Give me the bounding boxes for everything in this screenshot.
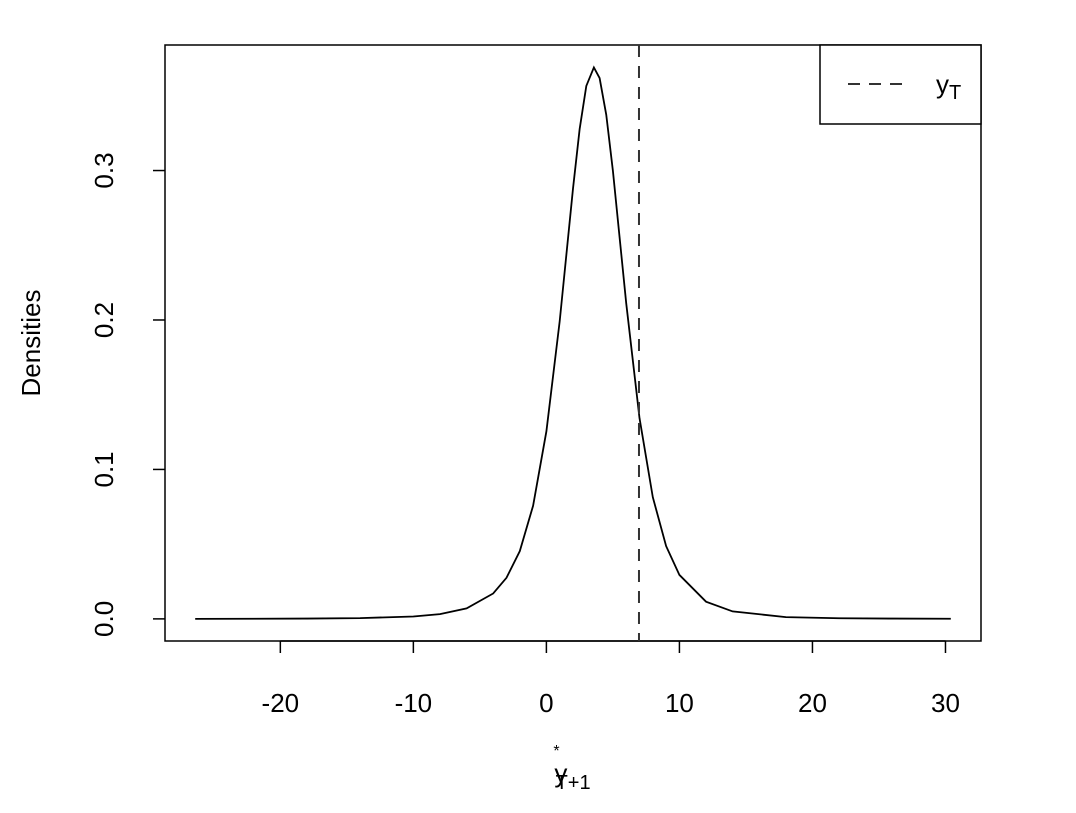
legend: yT bbox=[819, 44, 982, 125]
legend-label-base: y bbox=[936, 69, 949, 99]
x-tick-label: 20 bbox=[798, 688, 827, 718]
x-tick-label: 10 bbox=[665, 688, 694, 718]
y-tick-label: 0.3 bbox=[89, 152, 119, 188]
x-axis-label: y* T+1 bbox=[553, 743, 590, 794]
x-label-sub: T+1 bbox=[556, 772, 591, 794]
x-tick-label: -10 bbox=[395, 688, 433, 718]
y-tick-label: 0.0 bbox=[89, 601, 119, 637]
y-axis-label: Densities bbox=[16, 290, 46, 397]
legend-label: yT bbox=[936, 69, 961, 104]
x-tick-label: -20 bbox=[262, 688, 300, 718]
legend-label-sub: T bbox=[949, 82, 961, 104]
x-tick-label: 30 bbox=[931, 688, 960, 718]
density-line bbox=[195, 65, 951, 620]
y-tick-label: 0.1 bbox=[89, 451, 119, 487]
x-label-base: y bbox=[554, 758, 567, 788]
x-tick-label: 0 bbox=[539, 688, 553, 718]
y-tick-label: 0.2 bbox=[89, 302, 119, 338]
x-label-sup: * bbox=[553, 743, 559, 760]
plot-frame bbox=[164, 44, 982, 642]
